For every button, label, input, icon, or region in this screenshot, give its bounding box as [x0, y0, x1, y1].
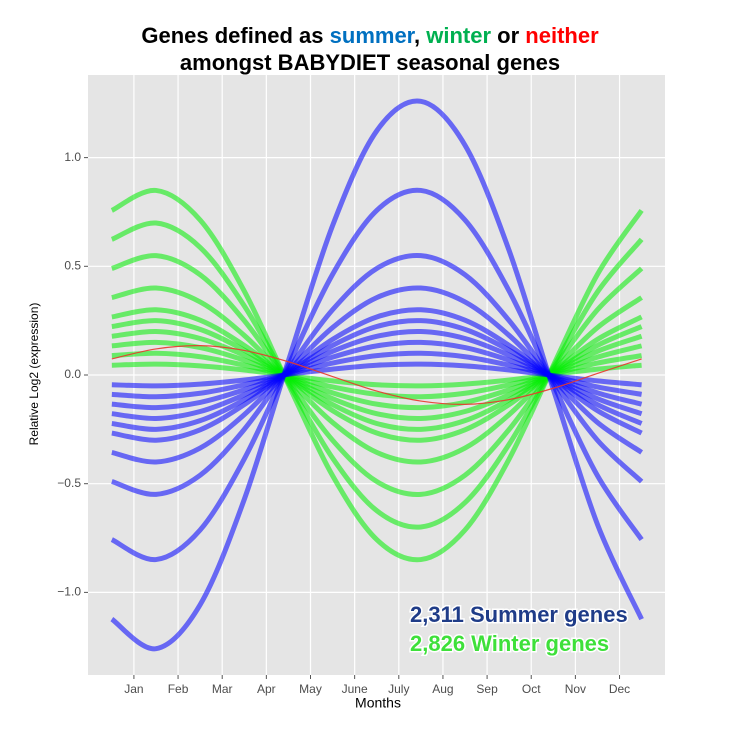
title-segment: summer — [330, 23, 416, 48]
annotations: 2,311 Summer genes 2,826 Winter genes — [409, 600, 630, 657]
series-line — [111, 345, 642, 405]
series-line — [110, 98, 644, 652]
x-axis-label: Months — [355, 695, 401, 711]
series-line — [110, 187, 644, 563]
y-tick-label: −0.5 — [57, 476, 81, 490]
title-segment: winter — [425, 23, 491, 48]
title-segment: Genes defined as — [141, 23, 329, 48]
title-segment: or — [491, 23, 525, 48]
y-tick-label: 1.0 — [64, 150, 81, 164]
title-segment: , — [414, 23, 426, 48]
x-tick-label: June — [342, 682, 368, 696]
grid: −1.0 −0.5 0.0 0.5 1.0 Jan Feb Mar Apr May June July… — [57, 75, 665, 696]
y-axis-label: Relative Log2 (expression) — [27, 303, 41, 446]
x-tick-label: Dec — [609, 682, 630, 696]
annotation: 2,826 Winter genes — [410, 631, 609, 656]
title-segment: neither — [525, 23, 599, 48]
lines — [110, 98, 644, 652]
y-tick-label: −1.0 — [57, 585, 81, 599]
y-tick-label: 0.0 — [64, 367, 81, 381]
annotation: 2,311 Summer genes — [410, 602, 628, 627]
x-tick-label: Mar — [212, 682, 233, 696]
x-tick-label: Jan — [124, 682, 143, 696]
x-tick-label: May — [299, 682, 322, 696]
x-tick-label: Apr — [257, 682, 276, 696]
x-tick-label: Sep — [476, 682, 498, 696]
y-tick-label: 0.5 — [64, 258, 81, 272]
x-tick-label: July — [388, 682, 409, 696]
chart-title: Genes defined as summer, winter or neith… — [141, 23, 599, 48]
chart-subtitle: amongst BABYDIET seasonal genes — [180, 50, 560, 75]
x-tick-label: Nov — [565, 682, 586, 696]
x-tick-label: Aug — [432, 682, 453, 696]
x-tick-label: Feb — [168, 682, 189, 696]
x-tick-label: Oct — [522, 682, 541, 696]
